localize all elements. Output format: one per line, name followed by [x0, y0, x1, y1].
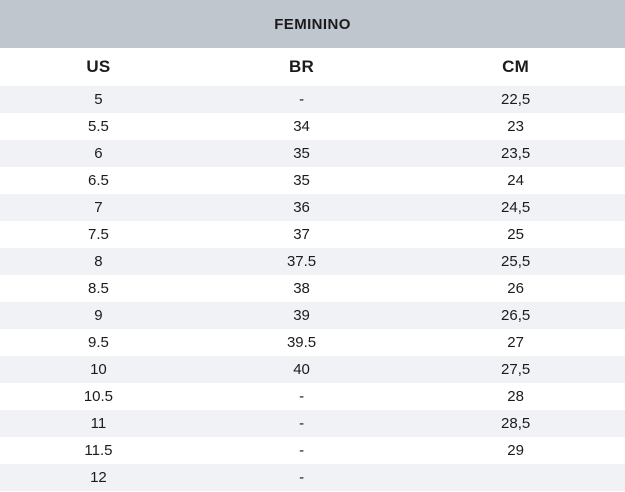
table-row: 5.5 34 23	[0, 113, 625, 140]
table-row: 10 40 27,5	[0, 356, 625, 383]
table-cell-us: 6	[94, 145, 103, 162]
table-cell-us: 8.5	[88, 280, 109, 297]
table-cell-cm: 27	[507, 334, 524, 351]
table-row: 11.5 - 29	[0, 437, 625, 464]
table-cell-cm: 23	[507, 118, 524, 135]
table-cell-cm: 25	[507, 226, 524, 243]
table-cell-br: 35	[293, 145, 310, 162]
table-cell-br: -	[299, 91, 305, 108]
table-row: 10.5 - 28	[0, 383, 625, 410]
table-row: 9 39 26,5	[0, 302, 625, 329]
table-cell-br: 37	[293, 226, 310, 243]
table-row: 9.5 39.5 27	[0, 329, 625, 356]
column-header-cm: CM	[406, 48, 625, 86]
table-cell-br: 39.5	[286, 334, 317, 351]
table-cell-us: 12	[90, 469, 107, 486]
table-cell-br: 38	[293, 280, 310, 297]
table-row: 6.5 35 24	[0, 167, 625, 194]
table-cell-br: 34	[293, 118, 310, 135]
table-cell-us: 6.5	[88, 172, 109, 189]
table-cell-us: 9	[94, 307, 103, 324]
table-cell-cm: 24	[507, 172, 524, 189]
column-header-us: US	[0, 48, 197, 86]
table-row: 8.5 38 26	[0, 275, 625, 302]
table-cell-cm: 26,5	[501, 307, 531, 324]
table-cell-us: 5	[94, 91, 103, 108]
table-cell-br: -	[299, 388, 305, 405]
table-cell-us: 7.5	[88, 226, 109, 243]
table-cell-us: 5.5	[88, 118, 109, 135]
table-row: 12 -	[0, 464, 625, 491]
table-row: 7 36 24,5	[0, 194, 625, 221]
table-row: 8 37.5 25,5	[0, 248, 625, 275]
table-title: FEMININO	[274, 15, 351, 33]
table-row: 6 35 23,5	[0, 140, 625, 167]
table-cell-us: 10	[90, 361, 107, 378]
table-cell-br: 39	[293, 307, 310, 324]
table-cell-us: 11	[90, 415, 107, 432]
table-cell-br: -	[299, 469, 305, 486]
table-cell-br: 36	[293, 199, 310, 216]
table-row: 5 - 22,5	[0, 86, 625, 113]
table-cell-cm	[406, 464, 625, 491]
table-cell-cm: 22,5	[501, 91, 531, 108]
table-cell-cm: 23,5	[501, 145, 531, 162]
table-cell-us: 7	[94, 199, 103, 216]
size-conversion-table: US BR CM 5 - 22,5 5.5 34 23 6 35 23,5 6.…	[0, 48, 625, 491]
table-cell-cm: 29	[507, 442, 524, 459]
table-cell-us: 8	[94, 253, 103, 270]
table-cell-cm: 27,5	[501, 361, 531, 378]
header-row: US BR CM	[0, 48, 625, 86]
table-cell-br: 37.5	[286, 253, 317, 270]
table-cell-cm: 25,5	[501, 253, 531, 270]
table-cell-br: 40	[293, 361, 310, 378]
table-cell-br: -	[299, 442, 305, 459]
table-cell-us: 11.5	[84, 442, 113, 459]
table-row: 7.5 37 25	[0, 221, 625, 248]
table-cell-cm: 28,5	[501, 415, 531, 432]
table-cell-br: -	[299, 415, 305, 432]
table-cell-cm: 26	[507, 280, 524, 297]
table-row: 11 - 28,5	[0, 410, 625, 437]
table-cell-cm: 28	[507, 388, 524, 405]
table-cell-br: 35	[293, 172, 310, 189]
table-cell-us: 9.5	[88, 334, 109, 351]
table-cell-cm: 24,5	[501, 199, 531, 216]
column-header-br: BR	[196, 48, 407, 86]
table-title-band: FEMININO	[0, 0, 625, 48]
table-cell-us: 10.5	[83, 388, 114, 405]
